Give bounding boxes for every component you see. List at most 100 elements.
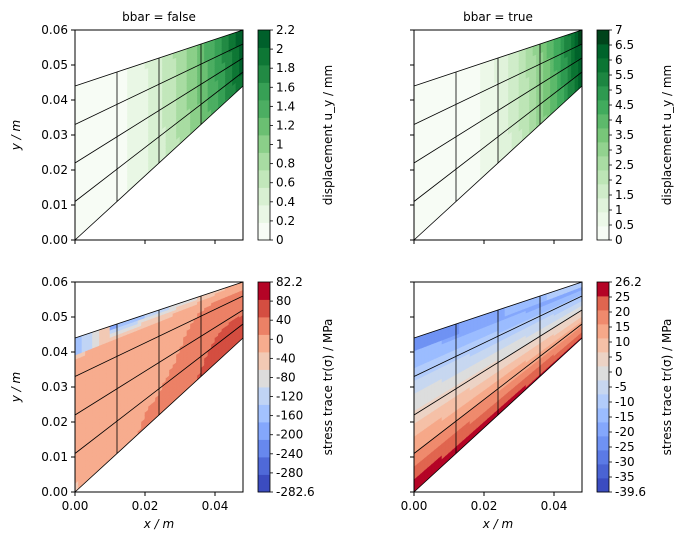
contour-field [75, 30, 243, 240]
colorbar-swatch [597, 450, 609, 465]
colorbar-swatch [597, 86, 609, 101]
colorbar-swatch [597, 156, 609, 171]
mesh-horizontal-line [74, 309, 244, 416]
colorbar-label: displacement u_y / mm [321, 65, 335, 205]
colorbar-tick-label: 5 [615, 83, 623, 97]
colorbar-tick-label: 15 [615, 320, 630, 334]
colorbar-frame [257, 281, 271, 493]
colorbar-tick-label: -200 [276, 428, 303, 442]
colorbar-tick-label: 2.5 [615, 158, 634, 172]
colorbar-tick-label: 0 [276, 233, 284, 247]
colorbar-label: stress trace tr(σ) / MPa [321, 319, 335, 456]
colorbar-swatch [258, 352, 270, 370]
colorbar-tick-label: 0 [615, 233, 623, 247]
x-tick-label: 0.04 [202, 499, 229, 513]
colorbar-swatch [597, 310, 609, 325]
colorbar-tick-label: 7 [615, 23, 623, 37]
colorbar-tick-label: -30 [615, 455, 635, 469]
colorbar-tick-label: 2 [276, 42, 284, 56]
panel-title: bbar = false [122, 10, 196, 24]
colorbar-tick-label: -5 [615, 380, 627, 394]
colorbar-swatch [258, 317, 270, 335]
colorbar-tick-label: 6 [615, 53, 623, 67]
y-tick-label: 0.06 [41, 23, 68, 37]
colorbar-swatch [597, 394, 609, 409]
mesh-horizontal-line [413, 29, 583, 87]
colorbar-tick-label: 0.2 [276, 214, 295, 228]
y-tick-label: 0.02 [41, 415, 68, 429]
colorbar-swatch [258, 387, 270, 405]
colorbar-swatch [597, 436, 609, 451]
colorbar-swatch [258, 299, 270, 318]
mesh-horizontal-line [74, 57, 244, 164]
colorbar: 00.511.522.533.544.555.566.57 displacemen… [596, 23, 674, 247]
x-tick-label: 0.04 [541, 499, 568, 513]
colorbar-swatch [597, 352, 609, 367]
colorbar-tick-label: -39.6 [615, 485, 646, 499]
colorbar-tick-label: 1.4 [276, 99, 295, 113]
colorbar-swatch [597, 282, 609, 297]
colorbar-swatch [597, 226, 609, 241]
colorbar-swatch [597, 128, 609, 143]
colorbar-swatch [258, 100, 270, 118]
mesh-horizontal-line [74, 29, 244, 87]
y-tick-label: 0.01 [41, 198, 68, 212]
colorbar-frame [257, 29, 271, 241]
colorbar-swatch [597, 464, 609, 479]
colorbar-tick-label: -15 [615, 410, 635, 424]
mesh-horizontal-line [74, 281, 244, 339]
mesh-horizontal-line [413, 323, 583, 454]
colorbar-tick-label: 1.8 [276, 61, 295, 75]
colorbar-tick-label: 1 [276, 138, 284, 152]
y-tick-label: 0.04 [41, 345, 68, 359]
colorbar-swatch [597, 380, 609, 395]
colorbar-swatch [258, 474, 270, 493]
colorbar-swatch [597, 170, 609, 185]
colorbar-tick-label: 0.4 [276, 195, 295, 209]
x-tick-label: 0.02 [471, 499, 498, 513]
colorbar-swatch [597, 198, 609, 213]
colorbar-swatch [597, 296, 609, 311]
y-tick-label: 0.06 [41, 275, 68, 289]
mesh-horizontal-line [413, 71, 583, 202]
colorbar-tick-label: -120 [276, 390, 303, 404]
colorbar-tick-label: -282.6 [276, 485, 315, 499]
mesh-horizontal-line [74, 85, 244, 241]
x-tick-label: 0.00 [401, 499, 428, 513]
colorbar-swatch [597, 366, 609, 381]
panel-4: 0.00 0.02 0.04 x / m -39.6-35-30-25-20-15-10… [401, 275, 674, 531]
colorbar-swatch [258, 457, 270, 475]
x-axis-label: x / m [482, 517, 513, 531]
panel-3: 0.00 0.01 0.02 0.03 0.04 0.05 0.06 0.00 0.02 0.04… [9, 275, 335, 531]
colorbar-swatch [258, 152, 270, 171]
contour-field [414, 282, 582, 492]
colorbar-swatch [597, 338, 609, 353]
colorbar-swatch [258, 282, 270, 300]
colorbar-tick-label: 0.5 [615, 218, 634, 232]
colorbar-tick-label: 1.6 [276, 80, 295, 94]
y-axis-label: y / m [9, 120, 23, 151]
colorbar-swatch [258, 65, 270, 83]
colorbar-label: displacement u_y / mm [660, 65, 674, 205]
colorbar-swatch [258, 170, 270, 188]
colorbar-swatch [258, 135, 270, 153]
colorbar-tick-label: 82.2 [276, 275, 303, 289]
colorbar-tick-label: -25 [615, 440, 635, 454]
colorbar-swatch [597, 408, 609, 423]
colorbar-swatch [258, 222, 270, 241]
colorbar-tick-label: 0.8 [276, 157, 295, 171]
colorbar-swatch [597, 58, 609, 73]
colorbar-swatch [597, 100, 609, 115]
colorbar-tick-label: 2 [615, 173, 623, 187]
colorbar-tick-label: 0 [276, 332, 284, 346]
y-tick-label: 0.00 [41, 233, 68, 247]
colorbar-tick-label: -20 [615, 425, 635, 439]
colorbar-tick-label: 2.2 [276, 23, 295, 37]
colorbar-label: stress trace tr(σ) / MPa [660, 319, 674, 456]
colorbar-tick-label: 1.2 [276, 118, 295, 132]
colorbar-swatch [258, 334, 270, 353]
colorbar-swatch [258, 439, 270, 458]
colorbar-tick-label: 26.2 [615, 275, 642, 289]
colorbar-tick-label: -160 [276, 409, 303, 423]
